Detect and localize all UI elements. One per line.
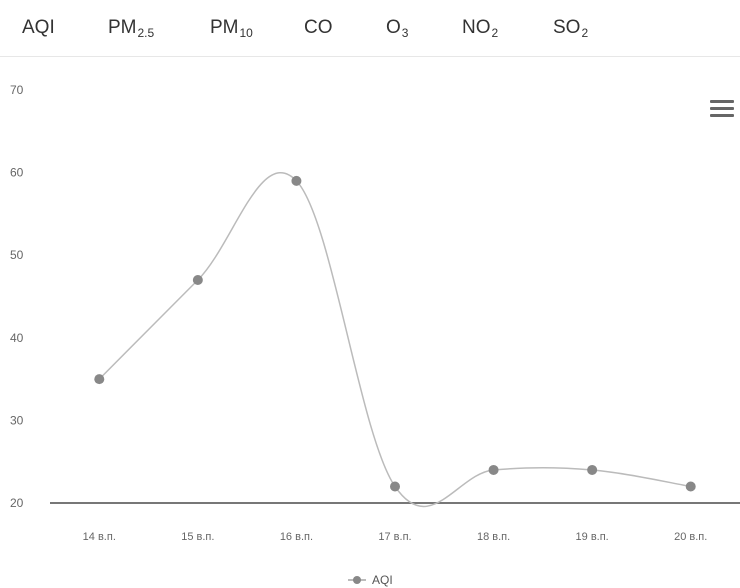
legend-dot-marker: [353, 576, 361, 584]
series-line-aqi: [98, 172, 691, 508]
data-point[interactable]: [390, 481, 400, 492]
tab-aqi[interactable]: AQI: [22, 16, 55, 40]
tab-so2[interactable]: SO2: [553, 16, 588, 41]
x-tick-label: 20 в.п.: [674, 531, 707, 543]
menu-line: [710, 114, 734, 117]
y-tick-label: 40: [10, 331, 24, 345]
data-point[interactable]: [192, 274, 203, 285]
data-point[interactable]: [94, 374, 105, 385]
legend-label-aqi: AQI: [372, 573, 393, 587]
tab-co-label: CO: [304, 17, 333, 38]
y-tick-label: 60: [10, 166, 24, 180]
data-point[interactable]: [291, 175, 302, 186]
tab-o3[interactable]: O3: [386, 16, 408, 41]
tab-o3-label: O: [386, 17, 401, 38]
y-tick-label: 50: [10, 248, 24, 262]
tab-no2-subscript: 2: [491, 26, 499, 40]
x-tick-label: 16 в.п.: [280, 531, 313, 543]
tab-pm25-label: PM: [108, 17, 137, 38]
y-tick-label: 30: [10, 413, 24, 427]
tab-aqi-label: AQI: [22, 17, 55, 38]
tab-so2-subscript: 2: [581, 26, 589, 40]
menu-line: [710, 107, 734, 110]
tab-no2[interactable]: NO2: [462, 16, 498, 41]
tab-pm25[interactable]: PM2.5: [108, 16, 154, 41]
pollutant-tabs: AQI PM2.5 PM10 CO O3 NO2 SO2: [0, 0, 740, 57]
tab-pm10-subscript: 10: [239, 26, 253, 40]
menu-line: [710, 100, 734, 103]
series-points-aqi: [94, 175, 696, 492]
tab-pm25-subscript: 2.5: [137, 26, 155, 40]
tab-o3-subscript: 3: [401, 26, 409, 40]
x-tick-label: 19 в.п.: [576, 531, 609, 543]
y-tick-label: 20: [10, 496, 24, 510]
tab-pm10[interactable]: PM10: [210, 16, 253, 41]
x-tick-label: 18 в.п.: [477, 531, 510, 543]
y-axis-labels: 20 30 40 50 60 70: [10, 83, 24, 510]
tab-pm10-label: PM: [210, 17, 239, 38]
y-tick-label: 70: [10, 83, 24, 97]
x-axis-labels: 14 в.п. 15 в.п. 16 в.п. 17 в.п. 18 в.п. 19 в.…: [83, 531, 708, 543]
data-point[interactable]: [587, 464, 598, 475]
hamburger-menu-icon[interactable]: [710, 100, 734, 122]
x-tick-label: 17 в.п.: [378, 531, 411, 543]
x-tick-label: 14 в.п.: [83, 531, 116, 543]
tab-so2-label: SO: [553, 17, 581, 38]
data-point[interactable]: [488, 464, 499, 475]
chart-legend[interactable]: AQI: [348, 573, 393, 587]
tab-co[interactable]: CO: [304, 16, 333, 40]
x-tick-label: 15 в.п.: [181, 531, 214, 543]
tab-no2-label: NO: [462, 17, 491, 38]
data-point[interactable]: [685, 481, 696, 492]
